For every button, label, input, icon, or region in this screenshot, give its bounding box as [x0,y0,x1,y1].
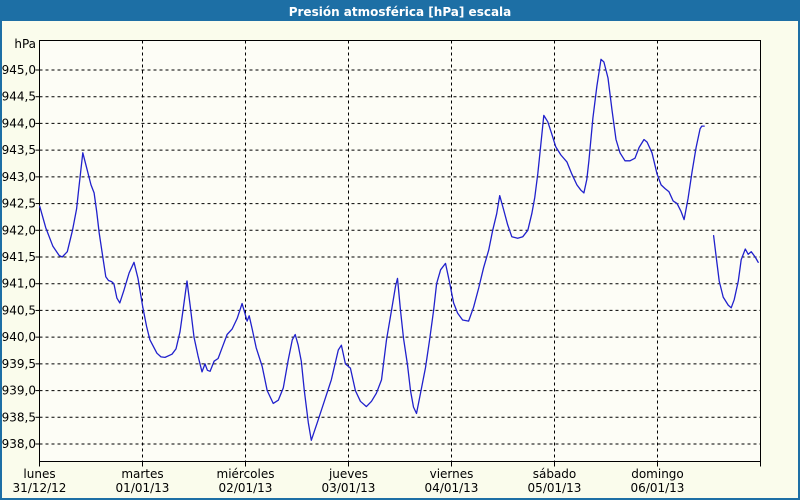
y-tick-label: 943,0 [2,170,36,184]
chart-title: Presión atmosférica [hPa] escala [288,4,512,19]
y-tick-label: 939,5 [2,357,36,371]
date-label: 02/01/13 [219,481,273,495]
date-label: 31/12/12 [13,481,67,495]
chart-area-container: 945,0 944,5 944,0 943,5 943,0 942,5 942,0 941,5… [2,21,798,498]
day-label: sábado [533,467,577,481]
y-tick-label: 944,5 [2,90,36,104]
y-tick-label: 938,0 [2,437,36,451]
date-label: 06/01/13 [631,481,685,495]
pressure-chart: 945,0 944,5 944,0 943,5 943,0 942,5 942,0 941,5… [2,37,761,495]
y-tick-label: 939,0 [2,384,36,398]
day-label: jueves [328,467,368,481]
date-label: 05/01/13 [528,481,582,495]
day-label: viernes [430,467,474,481]
pressure-line-segment [39,58,705,441]
day-label: lunes [23,467,55,481]
date-label: 04/01/13 [425,481,479,495]
y-tick-label: 942,0 [2,223,36,237]
plot-area [39,40,761,462]
y-tick-label: 941,5 [2,250,36,264]
y-tick-label: 940,0 [2,330,36,344]
date-label: 03/01/13 [322,481,376,495]
date-label: 01/01/13 [116,481,170,495]
y-tick-label: 944,0 [2,116,36,130]
plot-border [39,40,761,462]
y-tick-label: 945,0 [2,63,36,77]
chart-title-bar: Presión atmosférica [hPa] escala [2,2,798,21]
day-label: miércoles [217,467,275,481]
y-axis-unit-label: hPa [14,37,36,51]
y-tick-label: 943,5 [2,143,36,157]
day-label: martes [121,467,163,481]
day-label: domingo [631,467,684,481]
pressure-line-segment [712,234,759,309]
y-tick-label: 942,5 [2,197,36,211]
y-tick-label: 940,5 [2,303,36,317]
y-tick-label: 938,5 [2,410,36,424]
y-tick-label: 941,0 [2,277,36,291]
